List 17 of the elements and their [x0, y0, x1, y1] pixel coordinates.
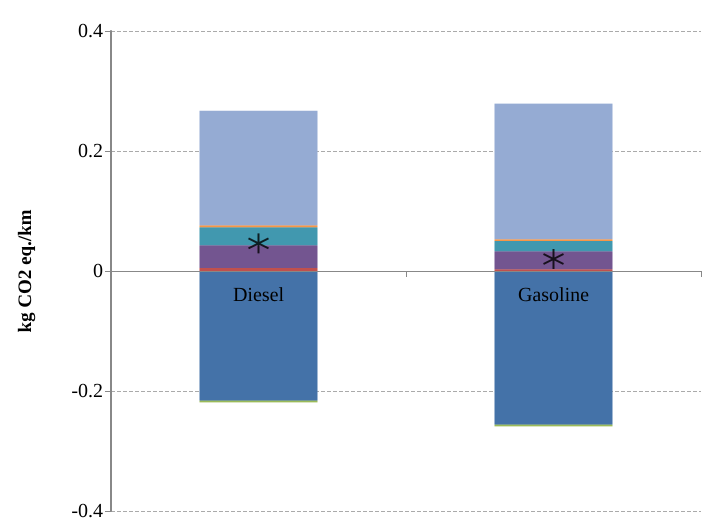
bar — [494, 104, 612, 240]
bar — [200, 245, 318, 268]
y-tick-label: 0.4 — [78, 20, 103, 42]
bar — [494, 271, 612, 425]
bar — [200, 268, 318, 271]
bar — [200, 110, 318, 226]
y-tick-label: 0 — [93, 260, 103, 282]
bar — [200, 271, 318, 401]
x-tick-label: Diesel — [232, 284, 284, 306]
y-tick-label: 0.2 — [78, 140, 103, 162]
y-tick-label: -0.4 — [71, 500, 103, 522]
bar — [200, 227, 318, 246]
x-tick-label: Gasoline — [518, 284, 590, 306]
y-tick-label: -0.2 — [71, 380, 103, 402]
bar — [494, 241, 612, 252]
y-axis-title: kg CO2 eq./km — [15, 209, 36, 332]
bar — [494, 251, 612, 270]
